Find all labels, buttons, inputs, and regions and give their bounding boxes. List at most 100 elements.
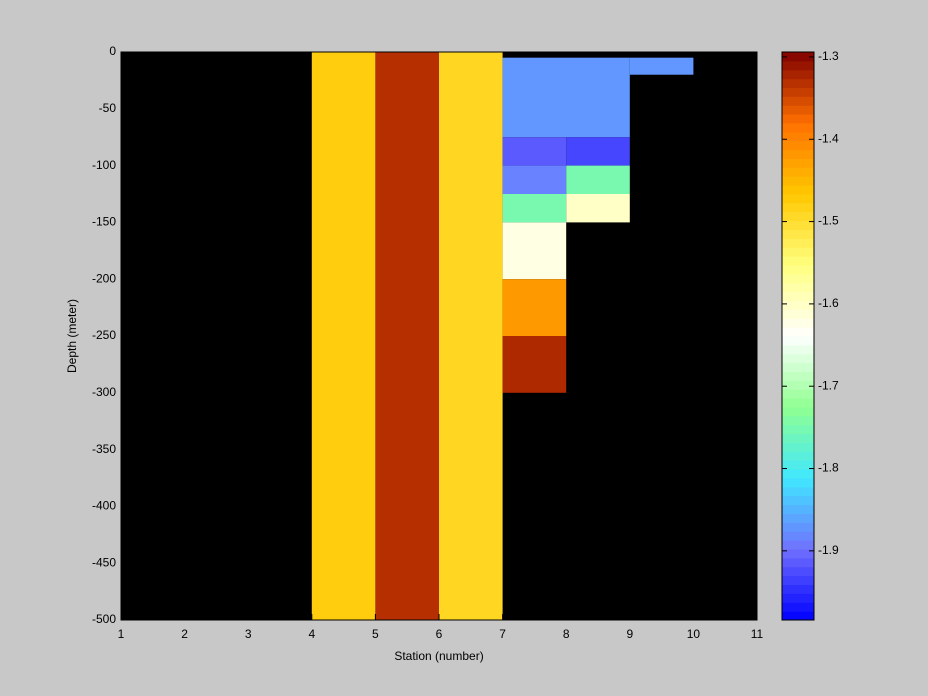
colorbar-band [782, 540, 814, 550]
heatmap-cell [502, 336, 567, 393]
colorbar-band [782, 593, 814, 603]
y-tick-label: -350 [92, 442, 116, 456]
colorbar-band [782, 256, 814, 266]
colorbar-band [782, 318, 814, 328]
heatmap-cell [502, 137, 567, 166]
colorbar-band [782, 513, 814, 523]
colorbar-band [782, 194, 814, 204]
x-tick-label: 8 [563, 627, 570, 641]
colorbar-band [782, 424, 814, 435]
colorbar-band [782, 60, 814, 71]
colorbar-band [782, 504, 814, 514]
y-tick-label: -100 [92, 158, 116, 172]
y-tick-label: 0 [109, 44, 116, 58]
heatmap-cell [566, 194, 630, 223]
colorbar-band [782, 247, 814, 257]
colorbar-band [782, 202, 814, 213]
colorbar-band [782, 549, 814, 559]
y-tick-label: -500 [92, 612, 116, 626]
colorbar-band [782, 336, 814, 346]
colorbar-band [782, 52, 814, 62]
colorbar-band [782, 131, 814, 142]
colorbar-band [782, 87, 814, 97]
colorbar-band [782, 584, 814, 594]
colorbar-band [782, 273, 814, 284]
colorbar-band [782, 495, 814, 506]
x-tick-label: 11 [751, 627, 764, 641]
colorbar-band [782, 211, 814, 222]
colorbar-band [782, 486, 814, 497]
colorbar-band [782, 327, 814, 337]
colorbar-band [782, 114, 814, 124]
y-tick-label: -400 [92, 499, 116, 513]
y-tick-label: -250 [92, 328, 116, 342]
colorbar-band [782, 478, 814, 488]
colorbar-tick-label: -1.4 [818, 131, 839, 145]
x-tick-label: 2 [181, 627, 188, 641]
colorbar-band [782, 522, 814, 532]
colorbar-band [782, 611, 814, 621]
heatmap-cell [502, 165, 567, 194]
colorbar-band [782, 380, 814, 390]
colorbar-band [782, 362, 814, 372]
y-tick-label: -150 [92, 215, 116, 229]
colorbar-band [782, 140, 814, 151]
colorbar-band [782, 451, 814, 461]
colorbar-band [782, 229, 814, 239]
heatmap-cell [502, 279, 567, 336]
colorbar-band [782, 353, 814, 364]
x-tick-label: 10 [687, 627, 701, 641]
colorbar-tick-label: -1.7 [818, 378, 839, 392]
colorbar-tick-label: -1.6 [818, 296, 839, 310]
colorbar-band [782, 602, 814, 612]
heatmap-cell [629, 57, 694, 75]
colorbar-band [782, 176, 814, 186]
x-tick-label: 4 [308, 627, 315, 641]
heatmap-cell [439, 52, 503, 620]
heatmap-cell [566, 165, 630, 194]
colorbar-tick-label: -1.8 [818, 461, 839, 475]
x-tick-label: 9 [626, 627, 633, 641]
y-tick-label: -300 [92, 385, 116, 399]
colorbar-band [782, 371, 814, 381]
heatmap-cell [502, 222, 567, 280]
colorbar-band [782, 415, 814, 426]
colorbar-band [782, 291, 814, 301]
x-tick-label: 1 [118, 627, 125, 641]
heatmap-cell [566, 137, 630, 166]
colorbar-band [782, 344, 814, 355]
heatmap-cell [502, 194, 567, 223]
heatmap-cell [375, 52, 439, 620]
colorbar-band [782, 105, 814, 115]
x-axis-label: Station (number) [394, 649, 483, 663]
colorbar-band [782, 398, 814, 408]
colorbar-band [782, 442, 814, 452]
colorbar-band [782, 265, 814, 275]
colorbar-frame [781, 51, 815, 621]
x-tick-label: 7 [499, 627, 506, 641]
colorbar-band [782, 158, 814, 168]
y-tick-label: -200 [92, 271, 116, 285]
colorbar-band [782, 433, 814, 443]
colorbar-band [782, 389, 814, 399]
heatmap-cell [502, 57, 630, 138]
colorbar-band [782, 78, 814, 88]
colorbar-band [782, 96, 814, 106]
colorbar-band [782, 566, 814, 577]
colorbar-band [782, 531, 814, 541]
colorbar-band [782, 220, 814, 230]
colorbar-band [782, 149, 814, 159]
colorbar-band [782, 282, 814, 293]
x-tick-label: 6 [436, 627, 443, 641]
x-tick-label: 5 [372, 627, 379, 641]
colorbar-band [782, 460, 814, 470]
y-tick-label: -450 [92, 555, 116, 569]
colorbar-band [782, 123, 814, 133]
colorbar-band [782, 300, 814, 310]
y-axis-label: Depth (meter) [65, 299, 79, 373]
heatmap-cell [311, 52, 376, 620]
colorbar-band [782, 557, 814, 568]
y-tick-label: -50 [99, 101, 117, 115]
colorbar-band [782, 69, 814, 80]
